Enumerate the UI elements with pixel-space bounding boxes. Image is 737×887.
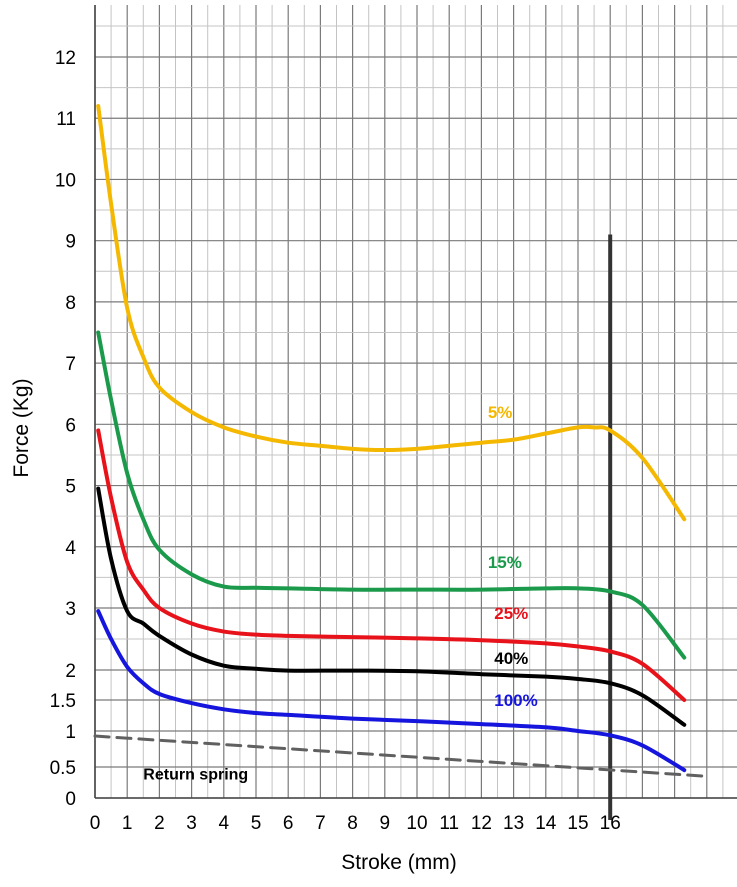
series-lines [93,103,709,778]
y-tick-label: 0 [65,789,76,810]
x-tick-label: 10 [406,813,427,834]
series-label-40pct: 40% [494,649,528,668]
y-tick-label: 3 [65,599,76,620]
series-label-100pct: 100% [494,691,537,710]
x-tick-label: 3 [186,813,197,834]
x-tick-label: 9 [380,813,391,834]
series-line-15pct [96,330,687,660]
x-tick-label: 1 [122,813,133,834]
series-label-return-spring: Return spring [143,766,248,783]
x-tick-label: 11 [439,813,459,834]
x-tick-label: 16 [600,813,621,834]
x-tick-label: 6 [283,813,294,834]
series-line-40pct [96,486,687,727]
x-tick-label: 8 [347,813,358,834]
y-tick-label: 10 [55,170,76,191]
series-line-5pct [96,103,687,522]
series-label-5pct: 5% [488,403,513,422]
x-tick-label: 4 [219,813,230,834]
y-tick-labels: 0 0.5 1 1.5 2 3 4 5 6 7 8 9 10 11 12 [50,48,77,810]
x-tick-label: 7 [315,813,326,834]
series-line-100pct [96,609,687,773]
y-tick-label: 2 [65,661,76,682]
y-tick-label: 0.5 [50,758,76,779]
x-tick-label: 12 [471,813,492,834]
y-tick-label: 6 [65,415,76,436]
y-tick-label: 4 [65,538,76,559]
y-tick-label: 7 [65,354,76,375]
y-tick-label: 8 [65,293,76,314]
x-tick-labels: 0 1 2 3 4 5 6 7 8 9 10 11 12 13 14 15 16 [90,813,621,834]
y-tick-label: 12 [55,48,76,69]
series-line-return-spring [93,734,709,778]
series-label-25pct: 25% [494,604,528,623]
x-tick-label: 0 [90,813,101,834]
y-tick-label: 9 [65,232,76,253]
x-tick-label: 2 [154,813,165,834]
chart-axes [94,5,737,799]
y-axis-title: Force (Kg) [10,378,33,477]
y-tick-label: 11 [56,109,76,130]
x-tick-label: 5 [251,813,262,834]
y-tick-label: 5 [65,477,76,498]
y-tick-label: 1.5 [50,691,76,712]
x-tick-label: 14 [535,813,557,834]
x-tick-label: 15 [567,813,588,834]
y-tick-label: 1 [65,722,76,743]
x-tick-label: 13 [503,813,524,834]
series-line-25pct [96,428,687,702]
series-label-15pct: 15% [488,553,522,572]
x-axis-title: Stroke (mm) [341,851,457,874]
series-labels: 5% 15% 25% 40% 100% Return spring [143,403,537,783]
